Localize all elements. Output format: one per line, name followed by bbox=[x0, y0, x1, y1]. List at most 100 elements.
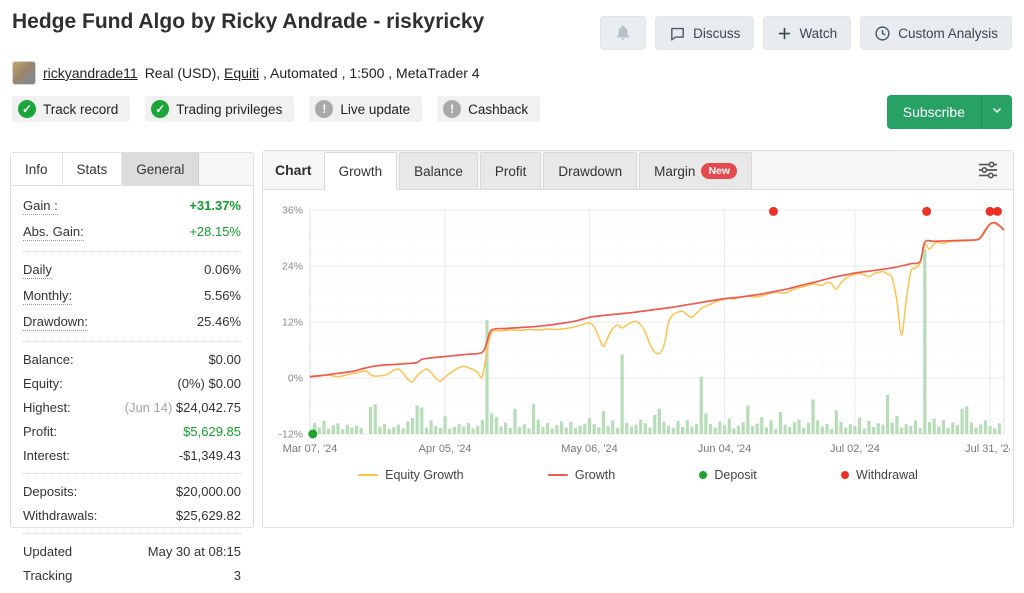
stat-row-interest: Interest: -$1,349.43 bbox=[23, 443, 241, 467]
stat-value: 3 bbox=[233, 567, 241, 583]
stat-row-monthly: Monthly: 5.56% bbox=[23, 283, 241, 309]
tab-info[interactable]: Info bbox=[11, 153, 63, 185]
discuss-label: Discuss bbox=[693, 25, 741, 41]
tab-stats[interactable]: Stats bbox=[62, 153, 123, 185]
growth-chart[interactable]: 36% 24% 12% 0% -12% Mar 07, '24 Apr 05, '24 May… bbox=[266, 196, 1014, 456]
check-icon: ✓ bbox=[18, 100, 36, 118]
chart-legend: Equity Growth Growth Deposit Withdrawal bbox=[266, 461, 1010, 489]
stat-label: Withdrawals: bbox=[23, 507, 98, 523]
tab-growth[interactable]: Growth bbox=[323, 152, 398, 190]
chart-tabstrip: Chart Growth Balance Profit Drawdown Margin N… bbox=[263, 151, 1013, 190]
tab-general[interactable]: General bbox=[122, 153, 200, 185]
account-link[interactable]: rickyandrade11 bbox=[43, 65, 138, 81]
tab-label: Drawdown bbox=[558, 163, 623, 179]
plus-icon bbox=[777, 26, 792, 41]
legend-deposit[interactable]: Deposit bbox=[699, 468, 757, 482]
notifications-button[interactable] bbox=[600, 16, 647, 50]
svg-text:-12%: -12% bbox=[278, 429, 303, 441]
watch-button[interactable]: Watch bbox=[763, 16, 852, 50]
svg-text:0%: 0% bbox=[288, 373, 303, 385]
legend-growth[interactable]: Growth bbox=[547, 468, 616, 482]
page-title: Hedge Fund Algo by Ricky Andrade - risky… bbox=[12, 10, 485, 33]
tab-label: Profit bbox=[494, 163, 527, 179]
stat-value: (Jun 14) $24,042.75 bbox=[124, 399, 241, 415]
stat-row-highest: Highest: (Jun 14) $24,042.75 bbox=[23, 395, 241, 419]
stat-label: Gain : bbox=[23, 197, 58, 215]
stat-row-profit: Profit: $5,629.85 bbox=[23, 419, 241, 443]
stat-row-updated: Updated May 30 at 08:15 bbox=[23, 539, 241, 563]
discuss-button[interactable]: Discuss bbox=[655, 16, 755, 50]
chevron-down-icon bbox=[991, 103, 1003, 121]
stat-row-daily: Daily 0.06% bbox=[23, 257, 241, 283]
stats-tabstrip: Info Stats General bbox=[11, 153, 253, 186]
legend-label: Deposit bbox=[714, 468, 757, 482]
stats-group: Deposits: $20,000.00 Withdrawals: $25,629.8… bbox=[23, 474, 241, 534]
svg-text:12%: 12% bbox=[282, 317, 303, 329]
stat-label: Daily bbox=[23, 261, 52, 279]
stat-label: Profit: bbox=[23, 423, 57, 439]
broker-link[interactable]: Equiti bbox=[224, 65, 260, 81]
stat-label: Interest: bbox=[23, 447, 70, 463]
legend-label: Growth bbox=[574, 468, 616, 482]
new-badge: New bbox=[701, 163, 738, 179]
tab-label: Growth bbox=[338, 164, 383, 179]
legend-withdrawal[interactable]: Withdrawal bbox=[841, 468, 918, 482]
chart-body: 36% 24% 12% 0% -12% Mar 07, '24 Apr 05, '24 May… bbox=[263, 190, 1014, 489]
avatar bbox=[12, 61, 36, 85]
stat-label: Monthly: bbox=[23, 287, 73, 305]
clock-icon bbox=[874, 25, 891, 42]
tab-margin[interactable]: Margin New bbox=[639, 152, 753, 189]
svg-text:Jul 02, '24: Jul 02, '24 bbox=[830, 443, 880, 455]
account-page: Hedge Fund Algo by Ricky Andrade - risky… bbox=[10, 10, 1015, 583]
stat-value: $5,629.85 bbox=[183, 423, 241, 439]
bell-icon bbox=[614, 24, 632, 42]
stat-value: 5.56% bbox=[204, 287, 241, 303]
stat-label: Updated bbox=[23, 543, 73, 559]
subscribe-label[interactable]: Subscribe bbox=[886, 95, 981, 129]
legend-label: Equity Growth bbox=[385, 468, 464, 482]
custom-analysis-label: Custom Analysis bbox=[898, 25, 998, 41]
badge-cashback: ! Cashback bbox=[437, 96, 541, 122]
svg-text:Jul 31, '24: Jul 31, '24 bbox=[965, 443, 1010, 455]
badge-label: Trading privileges bbox=[176, 101, 283, 117]
stat-value: $20,000.00 bbox=[175, 483, 241, 499]
custom-analysis-button[interactable]: Custom Analysis bbox=[860, 16, 1012, 50]
account-meta: Real (USD), Equiti , Automated , 1:500 ,… bbox=[145, 65, 480, 81]
svg-text:Jun 04, '24: Jun 04, '24 bbox=[698, 443, 751, 455]
tab-balance[interactable]: Balance bbox=[399, 152, 478, 189]
chart-panel-title: Chart bbox=[275, 162, 312, 178]
tab-label: Balance bbox=[414, 163, 463, 179]
svg-text:36%: 36% bbox=[282, 205, 303, 217]
stat-value: May 30 at 08:15 bbox=[147, 543, 241, 559]
watch-label: Watch bbox=[799, 25, 838, 41]
tab-profit[interactable]: Profit bbox=[479, 152, 542, 189]
badge-label: Live update bbox=[340, 101, 411, 117]
account-meta-post: , Automated , 1:500 , MetaTrader 4 bbox=[259, 65, 480, 81]
badge-track-record: ✓ Track record bbox=[12, 96, 131, 122]
account-row: rickyandrade11 Real (USD), Equiti , Auto… bbox=[12, 61, 480, 85]
badge-label: Cashback bbox=[468, 101, 529, 117]
stat-row-gain: Gain : +31.37% bbox=[23, 193, 241, 219]
chart-settings-icon[interactable] bbox=[977, 160, 999, 185]
badge-trading-privileges: ✓ Trading privileges bbox=[145, 96, 295, 122]
subscribe-dropdown[interactable] bbox=[981, 95, 1012, 129]
stat-label: Tracking bbox=[23, 567, 73, 583]
stat-row-tracking: Tracking 3 bbox=[23, 563, 241, 587]
stat-value: 0.06% bbox=[204, 261, 241, 277]
verification-badges: ✓ Track record ✓ Trading privileges! Live up… bbox=[12, 96, 541, 122]
legend-equity-growth[interactable]: Equity Growth bbox=[358, 468, 464, 482]
tab-label: Margin bbox=[654, 163, 696, 179]
stat-row-drawdown: Drawdown: 25.46% bbox=[23, 309, 241, 335]
stat-row-abs-gain: Abs. Gain: +28.15% bbox=[23, 219, 241, 245]
stats-group: Updated May 30 at 08:15 Tracking 3 bbox=[23, 534, 241, 593]
stat-value: +28.15% bbox=[189, 223, 241, 239]
tab-drawdown[interactable]: Drawdown bbox=[543, 152, 638, 189]
svg-text:May 06, '24: May 06, '24 bbox=[561, 443, 618, 455]
exclamation-icon: ! bbox=[315, 100, 334, 118]
subscribe-button[interactable]: Subscribe bbox=[886, 95, 1012, 129]
exclamation-icon: ! bbox=[443, 100, 462, 118]
legend-line-swatch bbox=[358, 473, 379, 477]
legend-line-swatch bbox=[547, 473, 568, 477]
svg-text:24%: 24% bbox=[282, 261, 303, 273]
discuss-icon bbox=[669, 25, 686, 42]
